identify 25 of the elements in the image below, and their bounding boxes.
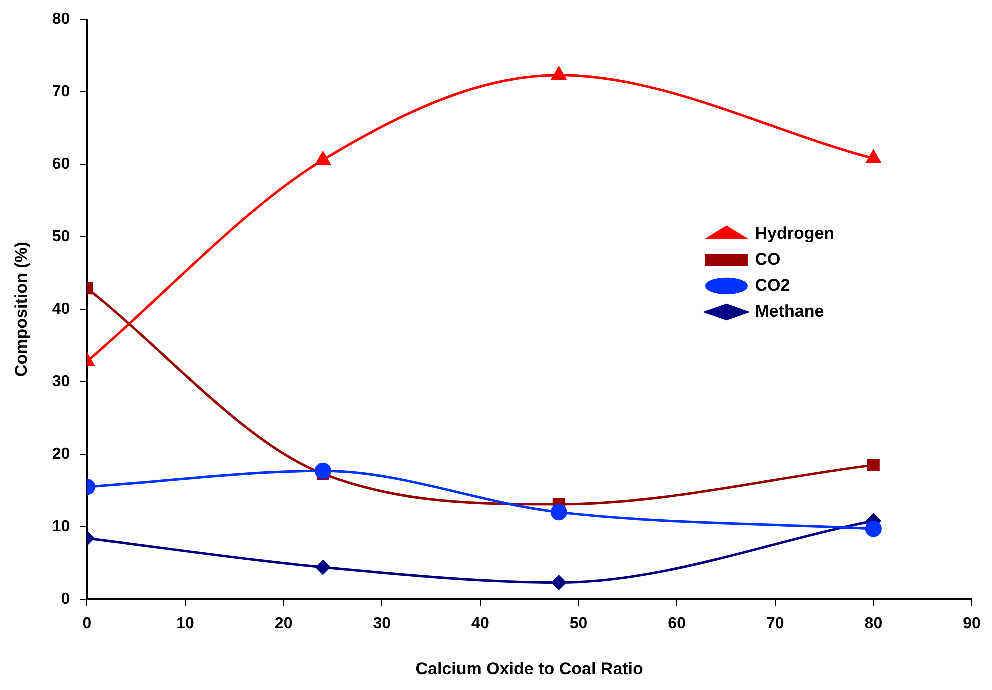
y-tick-label: 10 [52, 518, 70, 536]
x-tick-label: 90 [963, 615, 981, 632]
legend-label: Methane [755, 302, 824, 321]
y-tick-label: 80 [52, 11, 70, 28]
x-tick-label: 30 [373, 615, 392, 632]
y-tick-label: 50 [52, 228, 70, 246]
y-tick-label: 0 [61, 590, 70, 608]
x-tick-label: 0 [82, 615, 92, 632]
x-tick-label: 20 [274, 615, 293, 632]
y-tick-label: 60 [52, 156, 70, 173]
legend-label: Hydrogen [755, 224, 835, 243]
x-tick-label: 50 [570, 615, 588, 632]
legend-label: CO2 [755, 276, 790, 295]
y-tick-label: 30 [52, 373, 70, 390]
y-tick-label: 20 [52, 446, 70, 463]
x-tick-label: 70 [766, 615, 784, 632]
x-tick-label: 80 [864, 615, 883, 632]
x-tick-label: 40 [472, 615, 490, 632]
x-axis-title: Calcium Oxide to Coal Ratio [416, 659, 644, 678]
y-axis-title: Composition (%) [12, 242, 31, 378]
legend-label: CO [755, 250, 781, 269]
y-tick-label: 40 [52, 300, 70, 318]
x-tick-label: 60 [668, 615, 686, 632]
x-tick-label: 10 [176, 615, 195, 632]
y-tick-label: 70 [52, 83, 70, 100]
